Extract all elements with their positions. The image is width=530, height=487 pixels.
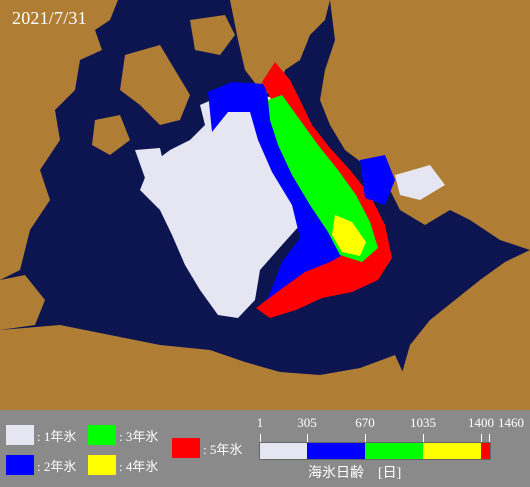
colorbar-tickmark-1460 [489, 434, 490, 442]
colorbar-seg-5yr [481, 443, 490, 459]
colorbar-seg-1yr [260, 443, 307, 459]
ice-third-year [268, 95, 378, 262]
land-upper-right [320, 0, 530, 250]
legend-item-3yr: : 3年氷 [88, 425, 158, 445]
legend-label-5yr: : 5年氷 [203, 441, 243, 457]
land-left-mid [0, 275, 45, 330]
colorbar-tickmark-670 [365, 434, 366, 442]
date-label: 2021/7/31 [12, 8, 87, 28]
colorbar-tickmark-305 [307, 434, 308, 442]
colorbar-tickmark-1 [260, 434, 261, 442]
colorbar-tick-670: 670 [355, 415, 375, 430]
land-island-b [92, 115, 130, 155]
colorbar-title: 海氷日齢 [日] [308, 466, 402, 481]
colorbar-tick-305: 305 [297, 415, 317, 430]
land-greenland-region [230, 0, 330, 95]
legend-label-2yr: : 2年氷 [37, 458, 77, 474]
legend-swatch-3yr [88, 425, 116, 445]
ice-second-year [208, 82, 345, 315]
land-bottom [0, 325, 420, 410]
ice-second-year-right [360, 155, 395, 205]
colorbar-seg-2yr [307, 443, 365, 459]
ice-first-year-left-edge [135, 148, 165, 178]
land-right-lower [400, 250, 530, 410]
colorbar-tick-1035: 1035 [410, 415, 436, 430]
ice-first-year-right [395, 165, 445, 200]
legend-swatch-5yr [172, 438, 200, 458]
land-canadian-islands [120, 45, 190, 125]
colorbar-tick-1460: 1460 [498, 415, 524, 430]
legend-swatch-4yr [88, 455, 116, 475]
ice-fourth-year [332, 215, 366, 256]
legend-swatch-2yr [6, 455, 34, 475]
colorbar-tick-1: 1 [256, 415, 264, 430]
colorbar-seg-4yr [423, 443, 481, 459]
sea-ice-age-map [0, 0, 530, 410]
legend-item-5yr: : 5年氷 [172, 438, 242, 458]
legend-swatch-1yr [6, 425, 34, 445]
colorbar [259, 442, 491, 460]
ice-first-year [140, 92, 302, 318]
legend-item-2yr: : 2年氷 [6, 455, 76, 475]
land-top-island [190, 15, 235, 55]
colorbar-tick-1400: 1400 [468, 415, 494, 430]
legend-item-1yr: : 1年氷 [6, 425, 76, 445]
legend-label-1yr: : 1年氷 [37, 428, 77, 444]
colorbar-tickmark-1035 [423, 434, 424, 442]
land-upper-left [0, 0, 118, 280]
colorbar-tickmark-1400 [481, 434, 482, 442]
legend-label-4yr: : 4年氷 [119, 458, 159, 474]
colorbar-seg-3yr [365, 443, 423, 459]
legend-item-4yr: : 4年氷 [88, 455, 158, 475]
legend-label-3yr: : 3年氷 [119, 428, 159, 444]
